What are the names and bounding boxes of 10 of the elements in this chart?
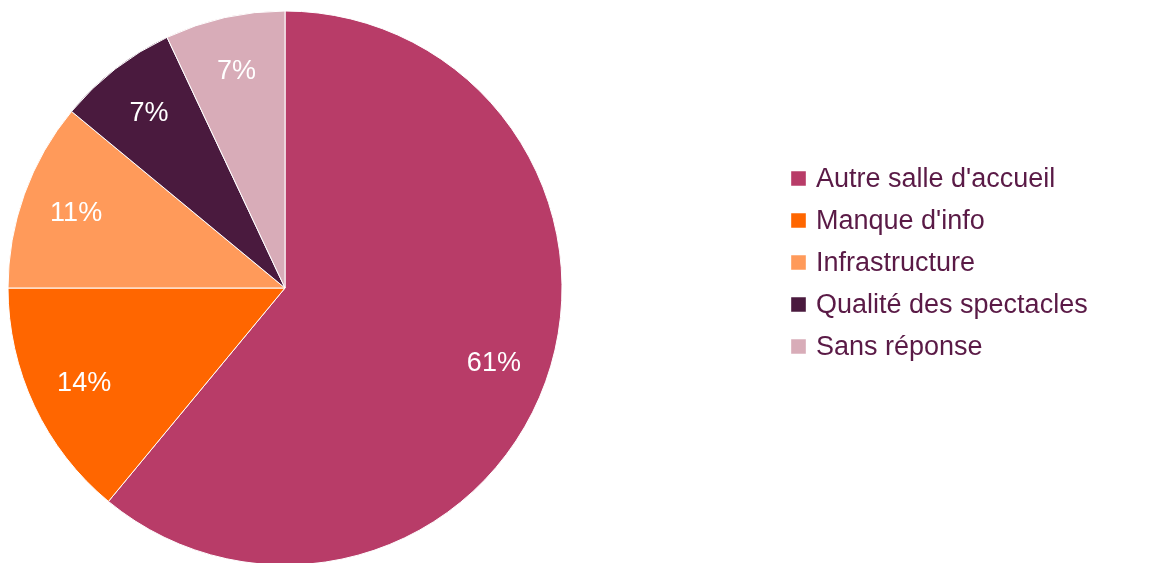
data-label: 11% [50, 196, 103, 227]
legend-label: Infrastructure [816, 246, 976, 277]
legend-label: Sans réponse [816, 330, 983, 361]
legend-label: Autre salle d'accueil [816, 162, 1056, 193]
data-label: 14% [57, 366, 112, 397]
legend-label: Manque d'info [816, 204, 985, 235]
data-label: 61% [466, 347, 521, 378]
data-label: 7% [217, 55, 257, 86]
data-label: 7% [129, 96, 169, 127]
legend-label: Qualité des spectacles [816, 288, 1088, 319]
